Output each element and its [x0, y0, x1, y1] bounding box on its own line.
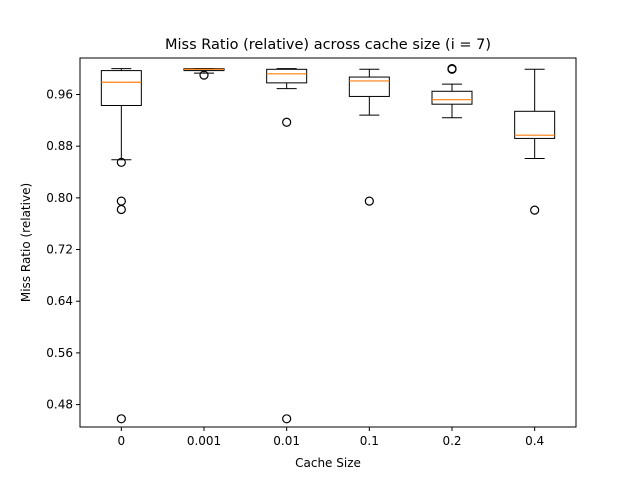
x-tick-label: 0	[118, 434, 126, 448]
y-tick-label: 0.80	[46, 191, 73, 205]
y-tick-label: 0.96	[46, 87, 73, 101]
plot-frame	[79, 57, 577, 428]
iqr-box	[100, 70, 142, 106]
outlier-point	[116, 157, 126, 167]
y-tick-label: 0.48	[46, 398, 73, 412]
outlier-point	[199, 70, 209, 80]
x-tick-label: 0.01	[273, 434, 300, 448]
y-tick-label: 0.72	[46, 243, 73, 257]
iqr-box	[266, 68, 308, 84]
x-tick-label: 0.4	[525, 434, 544, 448]
box-group	[100, 68, 142, 424]
iqr-box	[348, 76, 390, 97]
outlier-point	[282, 414, 292, 424]
iqr-box	[431, 90, 473, 105]
box-group	[348, 68, 390, 206]
box-group	[514, 68, 556, 215]
box-group	[431, 64, 473, 119]
axis-ticks: 0.48 0.56 0.64 0.72 0.80 0.88 0.96 0 0.001 0.01 0.…	[46, 87, 544, 448]
x-axis-label: Cache Size	[295, 456, 361, 470]
box-marks	[100, 64, 556, 424]
box-group	[183, 68, 225, 80]
chart-title: Miss Ratio (relative) across cache size …	[165, 37, 491, 53]
outlier-point	[530, 205, 540, 215]
y-axis-label: Miss Ratio (relative)	[19, 183, 33, 302]
y-tick-label: 0.88	[46, 139, 73, 153]
x-tick-label: 0.1	[360, 434, 379, 448]
outlier-point	[447, 64, 457, 74]
iqr-box	[514, 110, 556, 139]
outlier-point	[116, 414, 126, 424]
outlier-point	[282, 117, 292, 127]
x-tick-label: 0.001	[187, 434, 221, 448]
y-tick-label: 0.56	[46, 346, 73, 360]
plot-area	[80, 58, 576, 427]
y-tick-label: 0.64	[46, 294, 73, 308]
outlier-point	[364, 196, 374, 206]
box-group	[266, 68, 308, 424]
outlier-point	[116, 204, 126, 215]
x-tick-label: 0.2	[442, 434, 461, 448]
